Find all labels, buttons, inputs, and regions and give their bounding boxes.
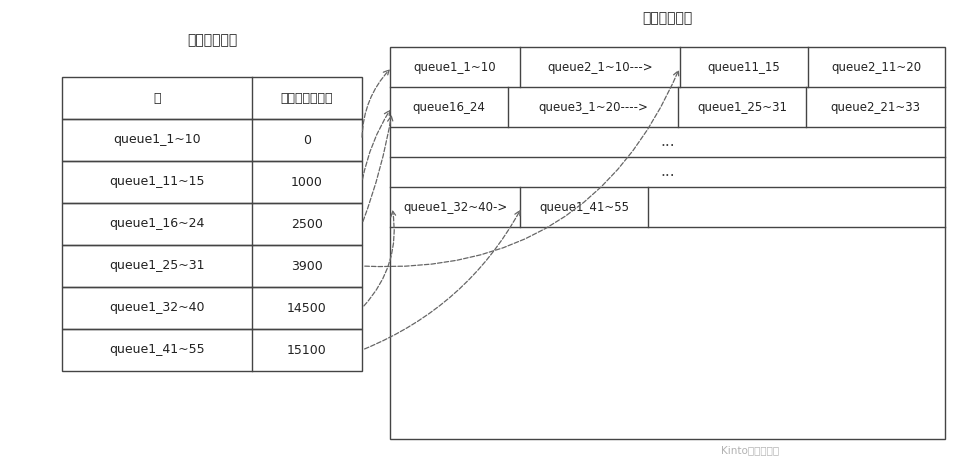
Bar [62,203,362,245]
Text: ...: ... [660,164,675,179]
Text: queue1_41~55: queue1_41~55 [539,200,629,213]
Text: queue1_11~15: queue1_11~15 [109,176,205,189]
Text: 数据文件偏移量: 数据文件偏移量 [281,92,333,105]
Text: queue1_1~10: queue1_1~10 [113,134,201,147]
Text: 物理数据文件: 物理数据文件 [643,11,693,25]
Text: queue3_1~20---->: queue3_1~20----> [538,100,648,113]
Text: 块: 块 [153,92,161,105]
Text: queue1_32~40: queue1_32~40 [109,302,205,314]
Text: 1000: 1000 [291,176,323,189]
Bar [62,119,362,161]
Text: Kinto的技术分享: Kinto的技术分享 [721,445,779,455]
Text: 2500: 2500 [291,218,323,231]
Text: ...: ... [660,134,675,149]
Text: queue2_11~20: queue2_11~20 [832,61,922,73]
Text: queue11_15: queue11_15 [707,61,781,73]
Text: queue1_25~31: queue1_25~31 [109,260,205,273]
Text: queue2_21~33: queue2_21~33 [831,100,921,113]
Bar [62,329,362,371]
Bar [62,287,362,329]
Text: 14500: 14500 [288,302,327,314]
Bar [62,161,362,203]
Text: queue2_1~10--->: queue2_1~10---> [547,61,652,73]
Bar [62,77,362,119]
Text: 15100: 15100 [288,344,327,356]
Bar [62,245,362,287]
Text: queue1_41~55: queue1_41~55 [109,344,205,356]
Text: 0: 0 [303,134,311,147]
Text: queue1_16~24: queue1_16~24 [109,218,205,231]
Text: 3900: 3900 [291,260,323,273]
Text: queue16_24: queue16_24 [413,100,485,113]
Text: queue1_1~10: queue1_1~10 [414,61,496,73]
Text: queue1_25~31: queue1_25~31 [697,100,787,113]
Text: 内存稀疏索引: 内存稀疏索引 [187,33,237,47]
Bar [390,47,945,439]
Text: queue1_32~40->: queue1_32~40-> [402,200,508,213]
